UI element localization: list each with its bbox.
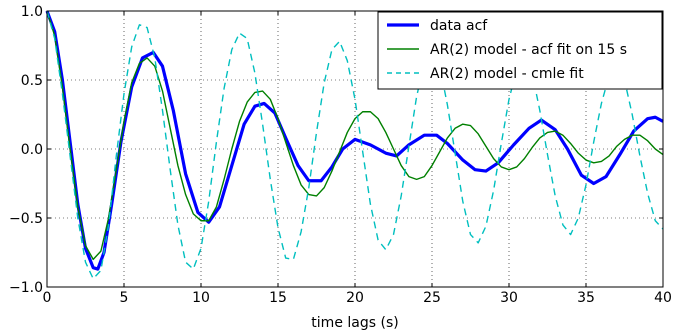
legend: data acf AR(2) model - acf fit on 15 s AR(… <box>377 11 663 90</box>
x-tick-label: 15 <box>269 290 287 306</box>
series-line-2 <box>46 10 664 261</box>
y-tick-label: −0.5 <box>9 211 43 227</box>
legend-label: data acf <box>430 18 488 34</box>
x-tick-label: 25 <box>423 290 441 306</box>
series-line-3 <box>46 10 664 280</box>
x-tick-label: 5 <box>120 290 129 306</box>
legend-label: AR(2) model - cmle fit <box>430 66 584 82</box>
x-tick-label: 30 <box>500 290 518 306</box>
y-tick-label: 0.0 <box>21 142 43 158</box>
series <box>45 10 664 280</box>
y-tick-label: 0.5 <box>21 73 43 89</box>
x-tick-label: 40 <box>654 290 672 306</box>
series-line-1 <box>45 10 664 271</box>
grid <box>47 11 663 287</box>
x-tick-label: 10 <box>192 290 210 306</box>
x-tick-label: 0 <box>43 290 52 306</box>
y-tick-label: 1.0 <box>21 4 43 20</box>
legend-label: AR(2) model - acf fit on 15 s <box>430 42 627 58</box>
y-tick-label: −1.0 <box>9 280 43 296</box>
legend-box <box>377 11 663 90</box>
ticks: 0 5 10 15 20 25 30 35 40 −1.0 −0.5 0.0 0.5 1.0 <box>9 4 672 306</box>
x-tick-label: 20 <box>346 290 364 306</box>
x-axis-title: time lags (s) <box>311 315 398 331</box>
x-tick-label: 35 <box>577 290 595 306</box>
